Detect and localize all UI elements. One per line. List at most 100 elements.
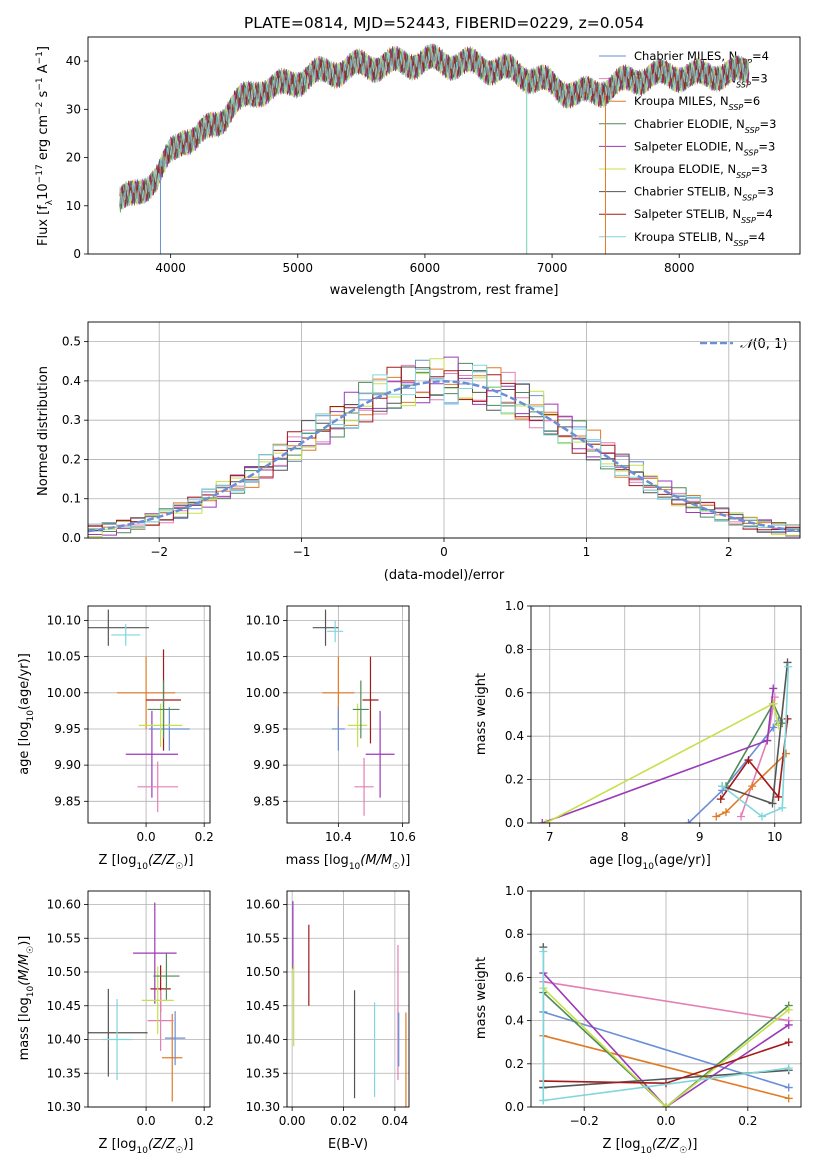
mass-vs-metallicity-y-label: mass [log10(M/M☉)] [17, 936, 36, 1061]
y-tick-label: 0.0 [505, 816, 524, 830]
spectrum-series [119, 43, 750, 210]
spectrum-title: PLATE=0814, MJD=52443, FIBERID=0229, z=0… [244, 14, 644, 32]
weight-series [542, 688, 775, 823]
error-bars [88, 902, 186, 1102]
x-tick-label: 7000 [537, 261, 568, 275]
weight-marker [784, 1020, 793, 1029]
y-tick-label: 0.1 [62, 492, 81, 506]
y-tick-label: 0.4 [505, 729, 524, 743]
y-tick-label: 1.0 [505, 884, 524, 898]
legend-entry: Chabrier STELIB, NSSP=3 [634, 185, 774, 203]
residual-histograms [88, 356, 800, 537]
x-tick-label: 4000 [155, 261, 186, 275]
weight-marker [712, 812, 721, 821]
weight-marker [784, 1083, 793, 1092]
spectrum-y-label: Flux [fλ10−17 erg cm−2 s−1 A−1] [35, 46, 55, 246]
axes-frame [530, 890, 802, 1108]
y-tick-label: 10.50 [246, 965, 280, 979]
x-tick-label: 0.0 [137, 1114, 156, 1128]
x-tick-label: 1 [583, 545, 591, 559]
normal-reference-curve [88, 380, 800, 533]
y-tick-label: 0.2 [505, 773, 524, 787]
x-tick-label: 10.4 [325, 830, 352, 844]
weight-marker [716, 795, 725, 804]
y-tick-label: 10.40 [47, 1033, 81, 1047]
weight-marker [783, 658, 792, 667]
y-tick-label: 9.95 [54, 722, 81, 736]
y-tick-label: 20 [66, 151, 81, 165]
legend-entry: Salpeter ELODIE, NSSP=3 [634, 139, 775, 157]
residuals-legend: 𝒩(0, 1) [700, 337, 787, 352]
x-tick-label: 6000 [410, 261, 441, 275]
y-tick-label: 0.5 [62, 335, 81, 349]
spectrum-panel: wavelength [Angstrom, rest frame] Flux [… [35, 36, 801, 298]
y-tick-label: 10.10 [47, 613, 81, 627]
y-tick-label: 10.00 [47, 686, 81, 700]
weight-series [543, 1034, 789, 1100]
x-tick-label: −0.2 [570, 1114, 599, 1128]
residual-histogram [88, 366, 800, 531]
spectrum-x-label: wavelength [Angstrom, rest frame] [330, 283, 559, 298]
mass-vs-ebv-panel: E(B-V) 0.00 0.02 0.04 10.30 10.35 10.40 10.45 1… [246, 890, 410, 1152]
x-tick-label: 0.0 [137, 830, 156, 844]
age-vs-metallicity-panel: Z [log10(Z/Z☉)] age [log10(age/yr)] 0.0 0… [17, 605, 214, 872]
y-tick-label: 0.0 [505, 1100, 524, 1114]
y-tick-label: 9.85 [253, 794, 280, 808]
y-tick-label: 0.4 [62, 374, 81, 388]
weight-vs-age-y-label: mass weight [474, 673, 489, 755]
mass-vs-metallicity-panel: Z [log10(Z/Z☉)] mass [log10(M/M☉)] 0.0 0.… [17, 890, 214, 1156]
weight-marker [744, 756, 753, 765]
axes-frame [87, 321, 801, 539]
y-tick-label: 10.10 [246, 613, 280, 627]
weight-series [721, 666, 790, 818]
x-tick-label: 0.2 [738, 1114, 757, 1128]
weight-vs-metallicity-x-label: Z [log10(Z/Z☉)] [603, 1137, 698, 1156]
weight-marker [784, 1038, 793, 1047]
y-tick-label: 10.30 [246, 1100, 280, 1114]
x-tick-label: 9 [696, 830, 704, 844]
y-tick-label: 0.0 [62, 531, 81, 545]
x-tick-label: 8 [621, 830, 629, 844]
y-tick-label: 0.2 [62, 452, 81, 466]
x-tick-label: −2 [150, 545, 168, 559]
x-tick-label: −1 [293, 545, 311, 559]
weight-series [542, 972, 790, 1107]
weight-marker [784, 1094, 793, 1103]
y-tick-label: 0.8 [505, 642, 524, 656]
y-tick-label: 9.90 [253, 758, 280, 772]
axes-frame [286, 890, 410, 1108]
x-tick-label: 0.0 [656, 1114, 675, 1128]
weight-marker [774, 792, 783, 801]
weight-series [543, 1011, 789, 1089]
weight-vs-metallicity-panel: Z [log10(Z/Z☉)] mass weight −0.2 0.0 0.2 0.… [474, 884, 802, 1156]
weight-marker [769, 723, 778, 732]
y-tick-label: 10.00 [246, 686, 280, 700]
normal-legend-label: 𝒩(0, 1) [740, 337, 787, 352]
residuals-x-label: (data-model)/error [384, 568, 505, 583]
weight-marker [768, 799, 777, 808]
mass-vs-ebv-x-label: E(B-V) [328, 1137, 368, 1152]
y-tick-label: 1.0 [505, 599, 524, 613]
y-tick-label: 10.40 [246, 1033, 280, 1047]
weight-marker [769, 684, 778, 693]
error-bars [88, 609, 190, 813]
weight-marker [748, 782, 757, 791]
mass-vs-metallicity-x-label: Z [log10(Z/Z☉)] [99, 1137, 194, 1156]
y-tick-label: 0.8 [505, 927, 524, 941]
y-tick-label: 30 [66, 102, 81, 116]
y-tick-label: 10 [66, 199, 81, 213]
y-tick-label: 0.6 [505, 686, 524, 700]
y-tick-label: 0.3 [62, 413, 81, 427]
y-tick-label: 10.55 [47, 931, 81, 945]
weight-marker [539, 1096, 548, 1105]
legend-entry: Kroupa STELIB, NSSP=4 [634, 230, 765, 248]
weight-marker [737, 812, 745, 821]
weight-marker [542, 819, 550, 823]
weight-vs-metallicity-y-label: mass weight [474, 957, 489, 1039]
y-tick-label: 10.50 [47, 965, 81, 979]
legend-entry: Kroupa MILES, NSSP=6 [634, 94, 760, 112]
error-bars [292, 901, 407, 1107]
weight-marker [722, 808, 730, 817]
